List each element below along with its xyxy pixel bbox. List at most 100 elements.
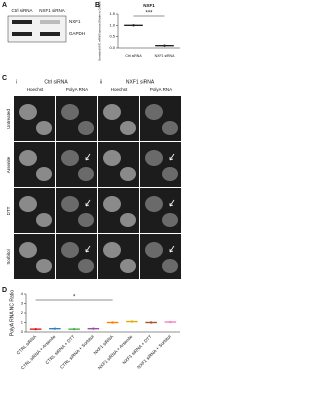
data-dot [163,44,166,47]
cell [120,167,136,181]
cell [145,196,163,212]
panel-letter: D [2,287,7,294]
cell [19,242,37,258]
panel-letter: A [2,2,7,9]
chart-title: NXF1 [143,3,155,8]
group-numeral: i [16,79,17,85]
cell [61,196,79,212]
cell [19,104,37,120]
micrograph [14,234,55,279]
cell [103,104,121,120]
blot-band [40,20,60,24]
x-tick-label: NXF1 siRNA [155,54,176,58]
y-tick-label: 1.5 [109,11,115,16]
micrograph [98,234,139,279]
row-label: Sorbitol [6,249,11,264]
y-tick-label: 1.0 [109,22,115,27]
micrograph [14,142,55,187]
data-dot [149,321,153,324]
data-dot [34,327,37,331]
cell [145,104,163,120]
micrograph [14,188,55,233]
group-title: Ctrl siRNA [44,79,68,85]
significance: *** [145,11,153,17]
x-tick-label: NXF1 siRNA + Arsenite [97,334,134,371]
row-label: Arsenite [6,156,11,173]
x-tick-label: CTRL siRNA + Arsenite [20,334,57,371]
cell [78,213,94,227]
arrow [169,153,175,161]
micrograph [140,142,181,187]
y-axis-label: PolyA RNA NC Ratio [9,290,15,336]
x-tick-label: Ctrl siRNA [125,54,142,58]
cell [145,242,163,258]
channel-label: Hoechst [27,87,44,92]
channel-label: PolyA RNA [150,87,172,92]
x-tick-label: CTRL siRNA + Sorbitol [59,334,95,370]
y-tick-label: 0.5 [109,34,115,39]
y-axis-label: Normalized NXF1 mRNA Expression (Relativ… [99,1,102,60]
micrograph [56,96,97,141]
cell [162,167,178,181]
band-label: NXF1 [69,19,81,24]
y-tick-label: 1 [21,320,24,325]
y-tick-label: 3 [21,301,24,306]
y-tick-label: 4 [21,291,24,296]
cell [19,196,37,212]
group-title: NXF1 siRNA [126,79,155,85]
data-dot [132,24,135,27]
cell [36,213,52,227]
cell [78,167,94,181]
data-dot [92,327,95,330]
cell [120,213,136,227]
cell [61,150,79,166]
cell [61,104,79,120]
data-dot [111,321,114,324]
cell [145,150,163,166]
micrograph [140,188,181,233]
y-tick-label: 0 [21,329,24,334]
blot-band [12,20,32,24]
micrograph [56,234,97,279]
channel-label: Hoechst [111,87,128,92]
y-tick-label: 2 [21,310,24,315]
lane-label: NXF1 siRNA [39,8,65,13]
data-dot [130,320,134,323]
panel-letter: B [95,2,100,9]
data-dot [72,327,76,331]
data-dot [169,320,172,324]
data-dot [53,327,57,330]
band-label: GAPDH [69,31,85,36]
micrograph [56,142,97,187]
cell [36,121,52,135]
cell [61,242,79,258]
significance: * [73,295,76,301]
arrow [85,199,91,207]
blot-frame [7,15,67,43]
cell [19,150,37,166]
arrow [85,245,91,253]
cell [120,259,136,273]
cell [162,121,178,135]
micrograph [98,188,139,233]
cell [78,259,94,273]
cell [103,196,121,212]
arrow [85,153,91,161]
micrograph [14,96,55,141]
x-tick-label: NXF1 siRNA + Sorbitol [136,334,172,370]
panel-letter: C [2,75,7,82]
micrograph [140,96,181,141]
micrograph [56,188,97,233]
cell [36,167,52,181]
cell [162,259,178,273]
arrow [169,199,175,207]
cell [162,213,178,227]
micrograph [98,142,139,187]
blot-band [40,32,60,36]
cell [36,259,52,273]
row-label: DTT [6,206,11,215]
blot-band [12,32,32,36]
cell [103,242,121,258]
group-numeral: ii [100,79,102,85]
